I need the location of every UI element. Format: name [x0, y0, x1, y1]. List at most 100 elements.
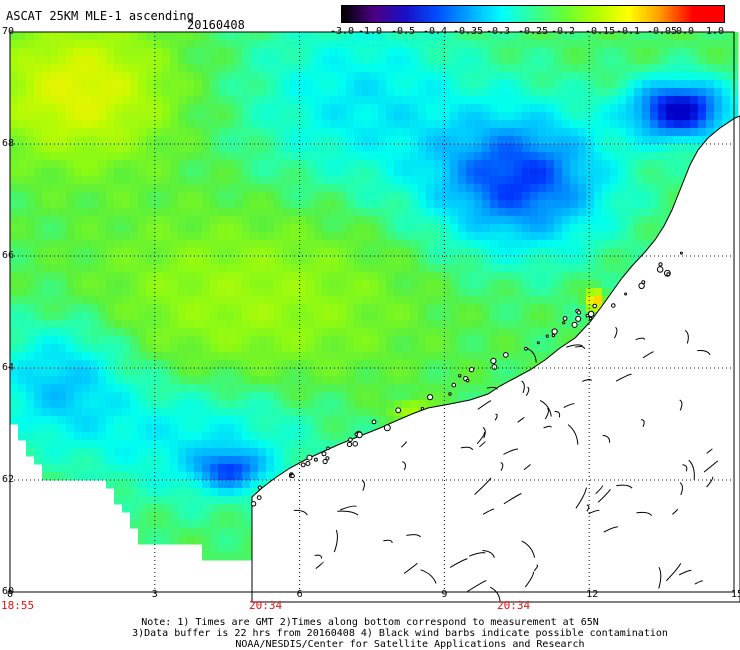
data-cell	[634, 120, 643, 129]
data-cell	[50, 168, 59, 177]
data-cell	[402, 376, 411, 385]
data-cell	[450, 240, 459, 249]
data-cell	[42, 248, 51, 257]
data-cell	[330, 344, 339, 353]
data-cell	[242, 232, 251, 241]
data-cell	[242, 352, 251, 361]
data-cell	[106, 120, 115, 129]
data-cell	[602, 152, 611, 161]
data-cell	[26, 208, 35, 217]
data-cell	[650, 160, 659, 169]
data-cell	[618, 248, 627, 257]
data-cell	[58, 440, 67, 449]
data-cell	[250, 320, 259, 329]
data-cell	[490, 376, 499, 385]
data-cell	[386, 320, 395, 329]
data-cell	[90, 64, 99, 73]
data-cell	[474, 344, 483, 353]
data-cell	[10, 280, 19, 289]
data-cell	[562, 256, 571, 265]
data-cell	[146, 168, 155, 177]
data-cell	[178, 80, 187, 89]
data-cell	[90, 192, 99, 201]
data-cell	[594, 240, 603, 249]
data-cell	[458, 136, 467, 145]
data-cell	[322, 424, 331, 433]
data-cell	[98, 184, 107, 193]
data-cell	[66, 448, 75, 457]
data-cell	[82, 144, 91, 153]
data-cell	[258, 328, 267, 337]
data-cell	[450, 64, 459, 73]
data-cell	[450, 216, 459, 225]
data-cell	[10, 296, 19, 305]
data-cell	[314, 184, 323, 193]
data-cell	[570, 272, 579, 281]
data-cell	[306, 128, 315, 137]
data-cell	[306, 208, 315, 217]
data-cell	[394, 240, 403, 249]
data-cell	[514, 272, 523, 281]
data-cell	[426, 32, 435, 41]
data-cell	[522, 256, 531, 265]
data-cell	[306, 328, 315, 337]
data-cell	[58, 288, 67, 297]
data-cell	[290, 248, 299, 257]
data-cell	[466, 104, 475, 113]
data-cell	[546, 224, 555, 233]
data-cell	[298, 216, 307, 225]
data-cell	[258, 240, 267, 249]
data-cell	[546, 64, 555, 73]
data-cell	[234, 384, 243, 393]
data-cell	[522, 32, 531, 41]
data-cell	[418, 224, 427, 233]
data-cell	[314, 248, 323, 257]
data-cell	[242, 456, 251, 465]
data-cell	[498, 152, 507, 161]
data-cell	[226, 280, 235, 289]
data-cell	[418, 304, 427, 313]
data-cell	[202, 296, 211, 305]
data-cell	[74, 208, 83, 217]
data-cell	[442, 216, 451, 225]
data-cell	[162, 368, 171, 377]
data-cell	[186, 272, 195, 281]
data-cell	[538, 216, 547, 225]
data-cell	[306, 104, 315, 113]
data-cell	[626, 56, 635, 65]
data-cell	[538, 176, 547, 185]
data-cell	[234, 272, 243, 281]
data-cell	[82, 280, 91, 289]
data-cell	[266, 256, 275, 265]
data-cell	[386, 408, 395, 417]
data-cell	[194, 64, 203, 73]
data-cell	[362, 352, 371, 361]
data-cell	[146, 320, 155, 329]
data-cell	[266, 336, 275, 345]
data-cell	[658, 192, 667, 201]
data-cell	[58, 400, 67, 409]
data-cell	[234, 184, 243, 193]
data-cell	[82, 312, 91, 321]
data-cell	[386, 304, 395, 313]
data-cell	[138, 344, 147, 353]
data-cell	[314, 240, 323, 249]
data-cell	[154, 264, 163, 273]
data-cell	[410, 360, 419, 369]
data-cell	[298, 128, 307, 137]
data-cell	[698, 40, 707, 49]
data-cell	[586, 96, 595, 105]
data-cell	[434, 344, 443, 353]
data-cell	[18, 248, 27, 257]
data-cell	[410, 280, 419, 289]
data-cell	[514, 88, 523, 97]
data-cell	[258, 464, 267, 473]
data-cell	[498, 40, 507, 49]
data-cell	[394, 80, 403, 89]
data-cell	[314, 136, 323, 145]
data-cell	[122, 56, 131, 65]
data-cell	[570, 168, 579, 177]
data-cell	[602, 208, 611, 217]
data-cell	[194, 456, 203, 465]
data-cell	[546, 176, 555, 185]
